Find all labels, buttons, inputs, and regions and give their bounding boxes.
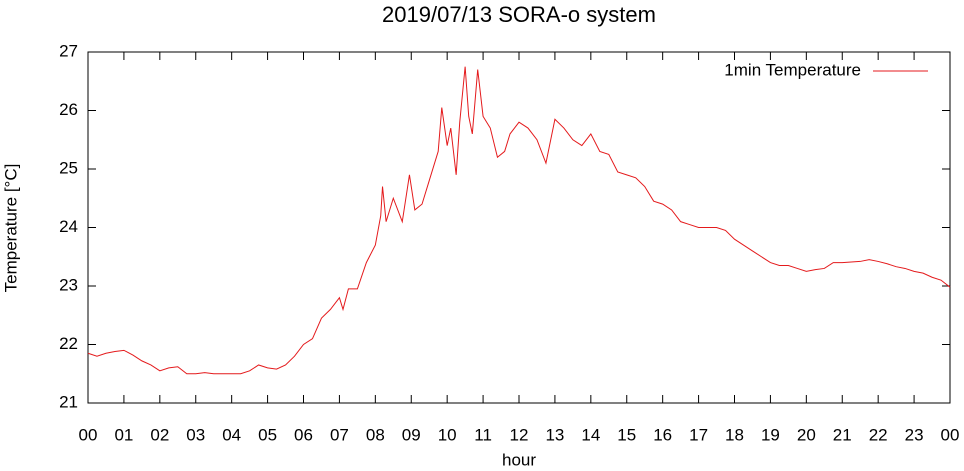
plot-frame [87,51,951,404]
y-tick-label: 27 [59,41,78,60]
x-tick-label: 05 [258,425,277,444]
x-tick-label: 22 [869,425,888,444]
chart-title: 2019/07/13 SORA-o system [382,2,656,27]
x-tick-label: 00 [941,425,960,444]
y-tick-label: 25 [59,158,78,177]
x-tick-label: 09 [402,425,421,444]
x-tick-label: 15 [617,425,636,444]
y-tick-label: 24 [59,217,78,236]
x-tick-label: 00 [79,425,98,444]
y-tick-label: 22 [59,334,78,353]
x-tick-label: 08 [366,425,385,444]
y-tick-label: 21 [59,392,78,411]
x-tick-label: 12 [510,425,529,444]
x-tick-label: 07 [330,425,349,444]
y-tick-label: 23 [59,275,78,294]
x-tick-label: 23 [905,425,924,444]
y-tick-label: 26 [59,100,78,119]
x-tick-label: 13 [545,425,564,444]
x-tick-label: 01 [114,425,133,444]
x-tick-label: 21 [833,425,852,444]
x-tick-label: 19 [761,425,780,444]
x-axis-label: hour [502,450,536,469]
y-axis-label: Temperature [°C] [1,164,20,293]
x-tick-label: 18 [725,425,744,444]
x-tick-label: 04 [222,425,241,444]
x-tick-label: 20 [797,425,816,444]
x-tick-label: 03 [186,425,205,444]
x-tick-label: 17 [689,425,708,444]
x-tick-label: 06 [294,425,313,444]
legend-label: 1min Temperature [724,60,861,79]
x-tick-label: 02 [150,425,169,444]
x-tick-label: 16 [653,425,672,444]
x-tick-label: 10 [438,425,457,444]
x-tick-label: 11 [474,425,492,444]
x-tick-label: 14 [581,425,600,444]
data-line [87,66,951,375]
